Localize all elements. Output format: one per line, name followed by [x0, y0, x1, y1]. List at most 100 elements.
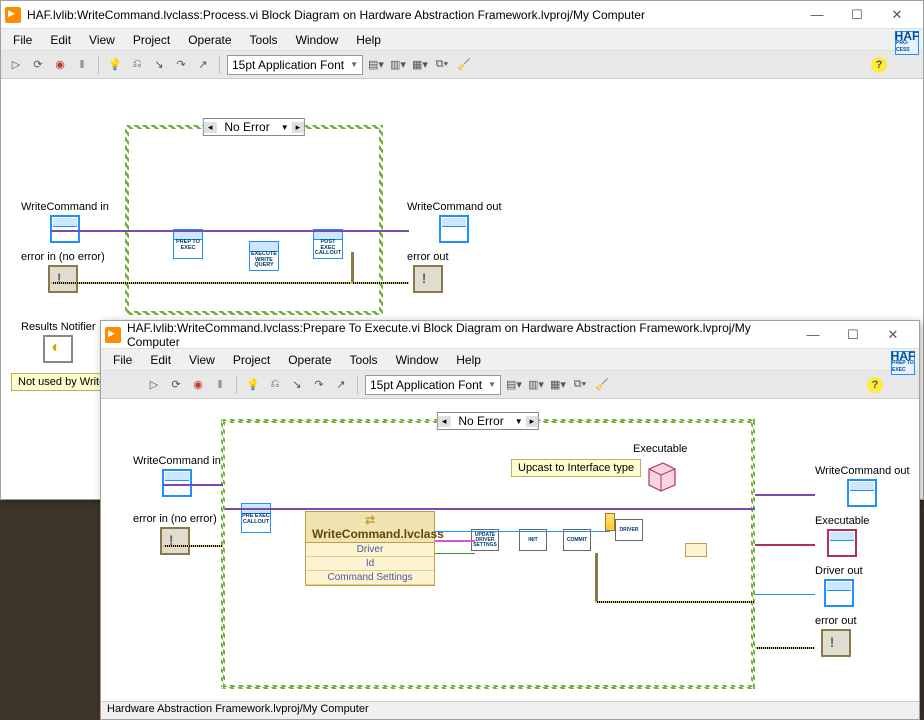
terminal-writecommand-out[interactable]: WriteCommand out	[407, 201, 502, 243]
case-label: No Error	[216, 120, 277, 134]
resize-menu-icon[interactable]: ▦▾	[411, 56, 429, 74]
distribute-menu-icon[interactable]: ▥▾	[527, 376, 545, 394]
run-continuous-button[interactable]: ⟳	[167, 376, 185, 394]
context-help-icon[interactable]: ?	[867, 377, 883, 393]
vi-icon-badge[interactable]: HAFPRO- CESS	[895, 31, 919, 55]
terminal-error-in[interactable]: error in (no error)	[21, 251, 105, 293]
menubar: FileEditViewProjectOperateToolsWindowHel…	[101, 349, 919, 371]
block-diagram-canvas[interactable]: ◂ No Error ▼ ▸ Upcast to Interface type …	[101, 399, 919, 719]
unbundle-field-command-settings[interactable]: Command Settings	[306, 571, 434, 585]
unbundle-field-driver[interactable]: Driver	[306, 543, 434, 557]
step-over-icon[interactable]: ↷	[172, 56, 190, 74]
reorder-menu-icon[interactable]: ⧉▾	[571, 376, 589, 394]
unbundle-by-name[interactable]: ⇄ WriteCommand.lvclass Driver Id Command…	[305, 511, 435, 586]
context-help-icon[interactable]: ?	[871, 57, 887, 73]
terminal-results-notifier[interactable]: Results Notifier	[21, 321, 96, 363]
case-dropdown-icon[interactable]: ▼	[512, 417, 526, 426]
subvi-prep-to-exec[interactable]: PREP TO EXEC	[173, 229, 203, 259]
to-more-specific-icon[interactable]	[605, 513, 615, 531]
driver-wire	[435, 531, 610, 532]
menu-project[interactable]: Project	[225, 351, 278, 369]
terminal-writecommand-in[interactable]: WriteCommand in	[21, 201, 109, 243]
maximize-button[interactable]: ☐	[843, 5, 871, 25]
menu-tools[interactable]: Tools	[342, 351, 386, 369]
subvi-post-exec-callout[interactable]: POST EXEC CALLOUT	[313, 229, 343, 259]
terminal-executable-out[interactable]: Executable	[815, 515, 869, 557]
close-button[interactable]: ✕	[879, 325, 907, 345]
subvi-driver[interactable]: DRIVER	[615, 519, 643, 541]
pause-button[interactable]: ‖	[73, 56, 91, 74]
terminal-driver-out[interactable]: Driver out	[815, 565, 863, 607]
case-next-icon[interactable]: ▸	[292, 122, 305, 133]
menu-window[interactable]: Window	[288, 31, 347, 49]
terminal-error-out[interactable]: error out	[815, 615, 857, 657]
minimize-button[interactable]: —	[803, 5, 831, 25]
subvi-execute-write-query[interactable]: EXECUTE WRITE QUERY	[249, 241, 279, 271]
run-button[interactable]: ▷	[145, 376, 163, 394]
step-out-icon[interactable]: ↗	[332, 376, 350, 394]
menu-help[interactable]: Help	[348, 31, 389, 49]
menu-view[interactable]: View	[81, 31, 123, 49]
terminal-writecommand-in[interactable]: WriteCommand in	[133, 455, 221, 497]
menu-project[interactable]: Project	[125, 31, 178, 49]
cleanup-icon[interactable]: 🧹	[593, 376, 611, 394]
menu-edit[interactable]: Edit	[142, 351, 179, 369]
menu-edit[interactable]: Edit	[42, 31, 79, 49]
case-selector[interactable]: ◂ No Error ▼ ▸	[437, 412, 539, 430]
case-selector[interactable]: ◂ No Error ▼ ▸	[203, 118, 305, 136]
bundle-node[interactable]	[685, 543, 707, 557]
subvi-commit[interactable]: COMMIT	[563, 529, 591, 551]
align-menu-icon[interactable]: ▤▾	[505, 376, 523, 394]
titlebar[interactable]: HAF.lvlib:WriteCommand.lvclass:Process.v…	[1, 1, 923, 29]
terminal-error-out[interactable]: error out	[407, 251, 449, 293]
case-prev-icon[interactable]: ◂	[438, 416, 451, 427]
step-in-icon[interactable]: ↘	[150, 56, 168, 74]
maximize-button[interactable]: ☐	[839, 325, 867, 345]
case-prev-icon[interactable]: ◂	[204, 122, 217, 133]
error-wire	[755, 647, 815, 649]
class-constant-executable[interactable]	[641, 457, 677, 493]
highlight-exec-icon[interactable]: 💡	[244, 376, 262, 394]
step-over-icon[interactable]: ↷	[310, 376, 328, 394]
close-button[interactable]: ✕	[883, 5, 911, 25]
menu-tools[interactable]: Tools	[242, 31, 286, 49]
stop-button[interactable]: ◉	[51, 56, 69, 74]
menu-operate[interactable]: Operate	[180, 31, 239, 49]
case-structure[interactable]: ◂ No Error ▼ ▸ PREP TO EXEC EXECUTE WRIT…	[125, 125, 383, 315]
pause-button[interactable]: ‖	[211, 376, 229, 394]
step-out-icon[interactable]: ↗	[194, 56, 212, 74]
retain-wire-icon[interactable]: ⎌	[266, 376, 284, 394]
retain-wire-icon[interactable]: ⎌	[128, 56, 146, 74]
stop-button[interactable]: ◉	[189, 376, 207, 394]
reorder-menu-icon[interactable]: ⧉▾	[433, 56, 451, 74]
error-wire	[595, 601, 755, 603]
subvi-update-driver-settings[interactable]: UPDATE DRIVER SETTNGS	[471, 529, 499, 551]
highlight-exec-icon[interactable]: 💡	[106, 56, 124, 74]
menu-file[interactable]: File	[5, 31, 40, 49]
menu-view[interactable]: View	[181, 351, 223, 369]
align-menu-icon[interactable]: ▤▾	[367, 56, 385, 74]
menu-window[interactable]: Window	[388, 351, 447, 369]
menu-operate[interactable]: Operate	[280, 351, 339, 369]
vi-icon-badge[interactable]: HAFPREP TO EXEC	[891, 351, 915, 375]
case-structure[interactable]: ◂ No Error ▼ ▸ Upcast to Interface type …	[221, 419, 755, 689]
distribute-menu-icon[interactable]: ▥▾	[389, 56, 407, 74]
resize-menu-icon[interactable]: ▦▾	[549, 376, 567, 394]
run-continuous-button[interactable]: ⟳	[29, 56, 47, 74]
step-in-icon[interactable]: ↘	[288, 376, 306, 394]
unbundle-field-id[interactable]: Id	[306, 557, 434, 571]
titlebar[interactable]: HAF.lvlib:WriteCommand.lvclass:Prepare T…	[101, 321, 919, 349]
font-selector[interactable]: 15pt Application Font	[365, 375, 501, 395]
terminal-writecommand-out[interactable]: WriteCommand out	[815, 465, 910, 507]
case-next-icon[interactable]: ▸	[526, 416, 539, 427]
terminal-error-in[interactable]: error in (no error)	[133, 513, 217, 555]
menu-help[interactable]: Help	[448, 351, 489, 369]
minimize-button[interactable]: —	[799, 325, 827, 345]
run-button[interactable]: ▷	[7, 56, 25, 74]
case-dropdown-icon[interactable]: ▼	[278, 123, 292, 132]
subvi-init[interactable]: INIT	[519, 529, 547, 551]
terminal-label: Executable	[815, 515, 869, 527]
font-selector[interactable]: 15pt Application Font	[227, 55, 363, 75]
menu-file[interactable]: File	[105, 351, 140, 369]
cleanup-icon[interactable]: 🧹	[455, 56, 473, 74]
